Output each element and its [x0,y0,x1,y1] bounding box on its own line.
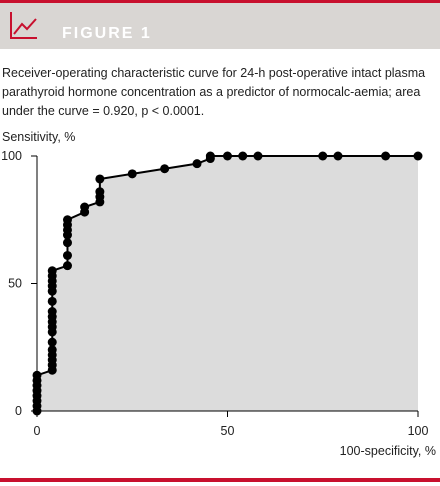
roc-point [62,250,72,260]
roc-point [318,151,328,161]
roc-point [32,370,42,380]
roc-point [238,151,248,161]
line-chart-icon [10,12,37,39]
x-tick-label: 50 [221,424,235,438]
top-accent-rule [0,0,440,3]
roc-point [47,296,57,306]
figure-label: FIGURE 1 [62,25,152,42]
figure-caption: Receiver-operating characteristic curve … [2,66,426,118]
y-tick-label: 50 [8,277,22,291]
roc-point [62,261,72,271]
roc-point [160,164,170,174]
y-tick-label: 100 [1,149,22,163]
roc-point [253,151,263,161]
roc-point [80,202,90,212]
roc-point [127,169,137,179]
roc-point [62,215,72,225]
roc-point [381,151,391,161]
y-axis-label: Sensitivity, % [2,130,76,144]
roc-point [205,151,215,161]
figure-header: FIGURE 1 [0,3,440,49]
x-axis-label: 100-specificity, % [339,444,436,458]
roc-point [192,159,202,169]
x-tick-label: 100 [408,424,429,438]
roc-point [333,151,343,161]
roc-point [95,187,105,197]
roc-point [95,174,105,184]
roc-point [47,266,57,276]
x-tick-label: 0 [34,424,41,438]
roc-point [47,345,57,355]
roc-point [62,238,72,248]
area-under-curve [37,156,418,411]
roc-point [223,151,232,161]
y-tick-label: 0 [15,404,22,418]
bottom-accent-rule [0,478,440,482]
roc-point [47,337,57,347]
roc-point [413,151,423,161]
roc-point [47,307,57,317]
